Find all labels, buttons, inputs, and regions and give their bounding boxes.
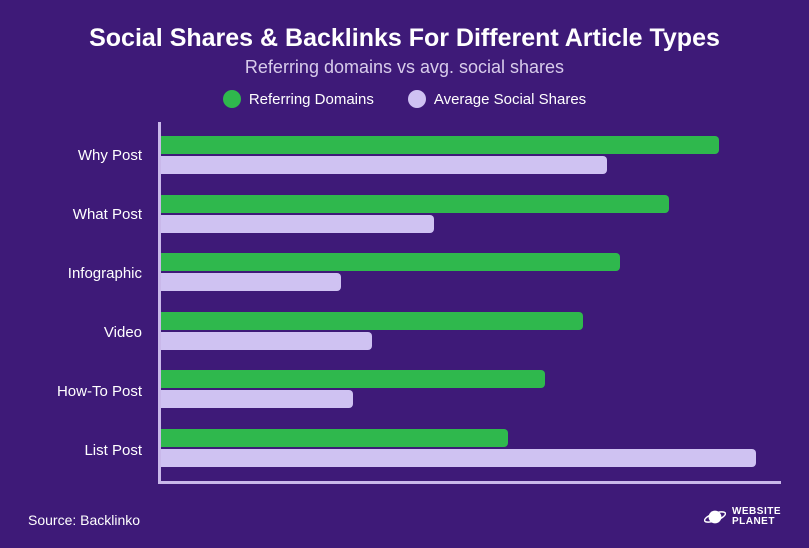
chart-title: Social Shares & Backlinks For Different … bbox=[28, 24, 781, 53]
chart-subtitle: Referring domains vs avg. social shares bbox=[28, 57, 781, 78]
footer: Source: Backlinko WEBSITE PLANET bbox=[28, 506, 781, 528]
y-label: Infographic bbox=[28, 250, 158, 298]
y-label: How-To Post bbox=[28, 368, 158, 416]
bar-group bbox=[161, 190, 781, 238]
bar-avg-social-shares bbox=[161, 332, 372, 350]
bar-group bbox=[161, 365, 781, 413]
bar-chart: Why Post What Post Infographic Video How… bbox=[28, 122, 781, 498]
bar-referring-domains bbox=[161, 312, 583, 330]
bar-referring-domains bbox=[161, 136, 719, 154]
legend-item-avg-social-shares: Average Social Shares bbox=[408, 90, 586, 108]
source-text: Source: Backlinko bbox=[28, 512, 140, 528]
legend-swatch bbox=[223, 90, 241, 108]
brand-logo: WEBSITE PLANET bbox=[704, 506, 781, 528]
y-label: What Post bbox=[28, 191, 158, 239]
bar-group bbox=[161, 424, 781, 472]
y-label: List Post bbox=[28, 427, 158, 475]
legend: Referring Domains Average Social Shares bbox=[28, 90, 781, 108]
chart-canvas: Social Shares & Backlinks For Different … bbox=[0, 0, 809, 548]
bar-referring-domains bbox=[161, 370, 545, 388]
bar-avg-social-shares bbox=[161, 215, 434, 233]
bar-avg-social-shares bbox=[161, 449, 756, 467]
y-label: Video bbox=[28, 309, 158, 357]
bar-avg-social-shares bbox=[161, 273, 341, 291]
bar-group bbox=[161, 248, 781, 296]
legend-item-referring-domains: Referring Domains bbox=[223, 90, 374, 108]
y-axis-labels: Why Post What Post Infographic Video How… bbox=[28, 122, 158, 484]
bar-group bbox=[161, 307, 781, 355]
legend-label: Referring Domains bbox=[249, 91, 374, 108]
bar-groups bbox=[161, 126, 781, 477]
brand-text: WEBSITE PLANET bbox=[732, 507, 781, 528]
brand-line2: PLANET bbox=[732, 517, 781, 528]
bar-referring-domains bbox=[161, 195, 669, 213]
bar-avg-social-shares bbox=[161, 390, 353, 408]
legend-label: Average Social Shares bbox=[434, 91, 586, 108]
legend-swatch bbox=[408, 90, 426, 108]
planet-icon bbox=[704, 506, 726, 528]
y-label: Why Post bbox=[28, 132, 158, 180]
bar-avg-social-shares bbox=[161, 156, 607, 174]
bar-referring-domains bbox=[161, 253, 620, 271]
bar-group bbox=[161, 131, 781, 179]
plot-area bbox=[158, 122, 781, 484]
bar-referring-domains bbox=[161, 429, 508, 447]
